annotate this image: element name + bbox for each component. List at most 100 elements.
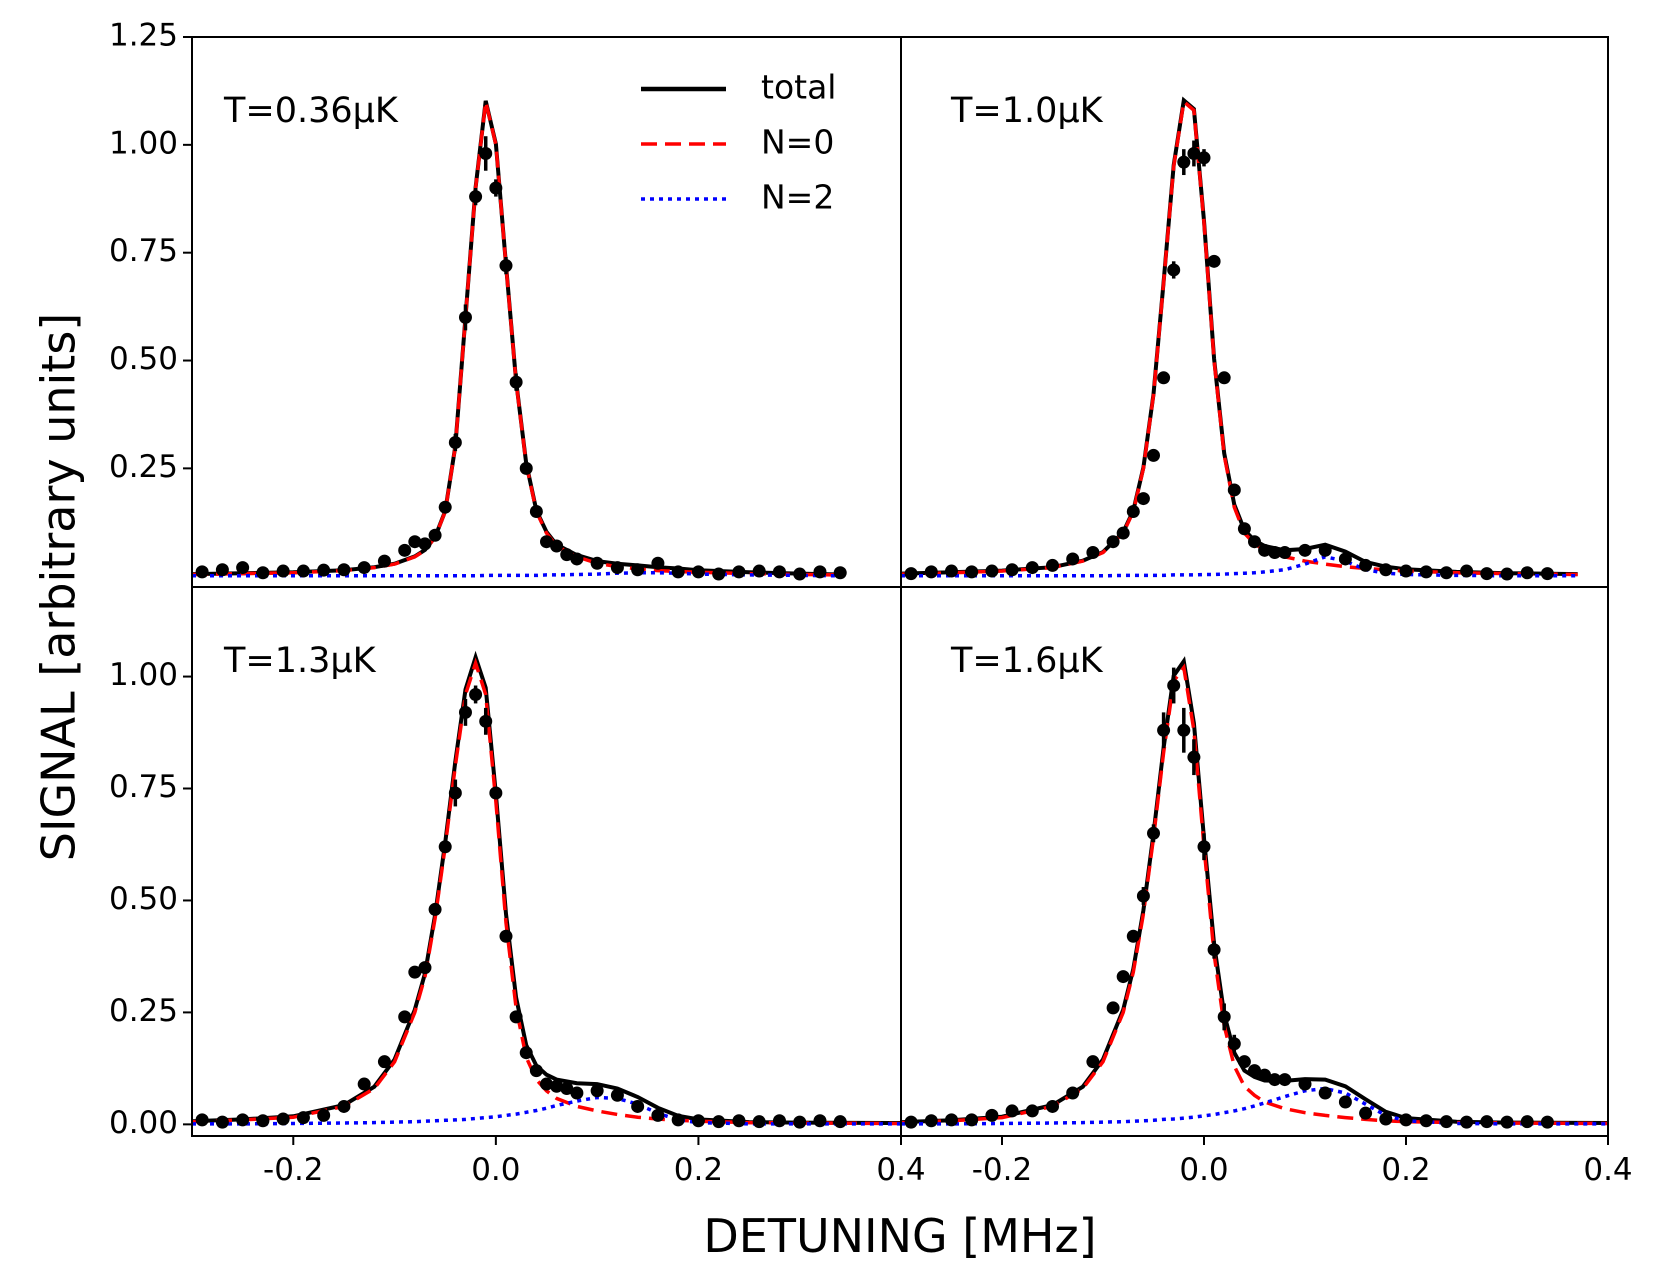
data-point	[1025, 1104, 1039, 1118]
data-point	[540, 1077, 553, 1091]
data-point	[570, 552, 584, 566]
x-tick-label: 0.4	[876, 1152, 925, 1188]
data-point	[1147, 826, 1160, 840]
data-point	[691, 1114, 705, 1128]
data-point	[1207, 943, 1221, 957]
data-point	[529, 505, 543, 519]
data-point	[550, 539, 564, 553]
x-tick-label: 0.2	[674, 1152, 723, 1188]
data-point	[489, 786, 503, 800]
curve	[901, 663, 1608, 1126]
data-point	[1500, 567, 1514, 581]
data-point	[1419, 565, 1433, 579]
data-point	[1500, 1115, 1514, 1129]
y-tick-label: 0.25	[109, 993, 178, 1029]
data-point	[833, 1115, 847, 1129]
data-point	[1177, 723, 1191, 737]
data-point	[377, 554, 391, 568]
data-point	[1248, 1064, 1261, 1078]
data-point	[1066, 1086, 1080, 1100]
data-point	[540, 535, 553, 549]
data-point	[945, 564, 958, 578]
data-point	[590, 556, 604, 570]
data-point	[631, 563, 645, 577]
data-point	[1520, 566, 1534, 580]
data-point	[610, 561, 624, 575]
data-point	[1258, 543, 1272, 557]
data-point	[499, 929, 513, 943]
data-point	[296, 564, 310, 578]
data-point	[519, 1046, 533, 1060]
data-point	[1237, 522, 1251, 536]
data-point	[1338, 552, 1352, 566]
data-point	[195, 565, 209, 579]
data-point	[904, 567, 918, 581]
data-point	[529, 1064, 543, 1078]
data-point	[1157, 371, 1171, 385]
data-point	[1318, 543, 1332, 557]
panel	[192, 100, 847, 581]
data-point	[1298, 1077, 1312, 1091]
data-point	[215, 563, 229, 577]
data-point	[1157, 723, 1171, 737]
data-point	[1025, 561, 1039, 575]
data-point	[479, 146, 493, 160]
x-tick-label: 0.0	[1179, 1152, 1228, 1188]
data-point	[317, 1108, 331, 1122]
curve	[901, 96, 1578, 577]
data-point	[1379, 563, 1393, 577]
x-tick-label: 0.0	[471, 1152, 520, 1188]
data-point	[1167, 263, 1181, 277]
data-point	[1439, 1115, 1453, 1129]
data-point	[1147, 448, 1160, 462]
annotation: T=0.36μK	[223, 91, 399, 131]
data-point	[1187, 750, 1201, 764]
data-point	[1460, 564, 1474, 578]
data-point	[1086, 545, 1100, 559]
data-point	[732, 1114, 746, 1128]
data-point	[1116, 970, 1130, 984]
data-point	[1217, 1010, 1231, 1024]
data-point	[1540, 567, 1554, 581]
x-tick-label: -0.2	[263, 1152, 324, 1188]
data-point	[1126, 929, 1140, 943]
data-point	[752, 564, 766, 578]
data-point	[1268, 1073, 1282, 1087]
data-point	[1046, 1099, 1059, 1113]
data-point	[479, 714, 493, 728]
data-point	[924, 565, 938, 579]
data-point	[590, 1084, 604, 1098]
annotation: T=1.3μK	[223, 641, 377, 681]
data-point	[1167, 679, 1181, 693]
data-point	[712, 567, 726, 581]
data-point	[651, 556, 665, 570]
data-point	[377, 1055, 391, 1069]
data-point	[560, 1082, 574, 1096]
data-point	[428, 528, 442, 542]
data-point	[1540, 1115, 1554, 1129]
data-point	[256, 1114, 270, 1128]
data-point	[1005, 1104, 1019, 1118]
data-point	[924, 1114, 938, 1128]
data-point	[631, 1099, 645, 1113]
x-tick-label: 0.2	[1381, 1152, 1430, 1188]
x-tick-label: 0.4	[1583, 1152, 1632, 1188]
y-tick-label: 1.25	[109, 18, 178, 54]
panel	[901, 96, 1578, 581]
data-point	[1399, 1113, 1413, 1127]
data-point	[1268, 545, 1282, 559]
data-point	[408, 965, 422, 979]
data-point	[1086, 1055, 1100, 1069]
data-point	[418, 961, 432, 975]
data-point	[1136, 492, 1150, 506]
y-tick-label: 1.00	[109, 125, 178, 161]
data-point	[1227, 483, 1241, 497]
legend-label: total	[761, 68, 836, 107]
data-point	[1106, 1001, 1120, 1015]
data-point	[813, 565, 827, 579]
curve	[192, 100, 841, 577]
data-point	[671, 1113, 685, 1127]
data-point	[509, 1010, 523, 1024]
curve	[192, 657, 901, 1126]
